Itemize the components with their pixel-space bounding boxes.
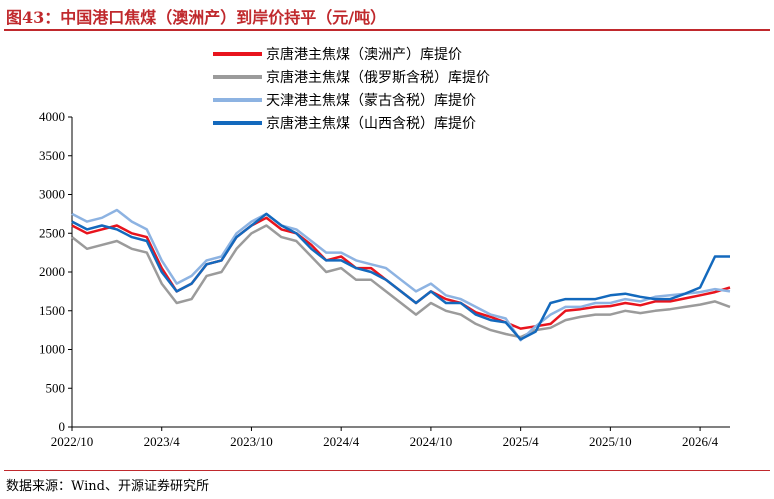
- series-layer: [71, 208, 731, 342]
- line-chart: 0 500 1000 1500 2000 2500 3000 3500 4000 2022/10 2…: [39, 46, 731, 449]
- x-tick-label: 2023/10: [230, 434, 273, 449]
- chart-legend: 京唐港主焦煤（澳洲产）库提价京唐港主焦煤（俄罗斯含税）库提价天津港主焦煤（蒙古含…: [213, 46, 490, 132]
- x-tick-label: 2024/4: [323, 434, 360, 449]
- legend-label-2: 京唐港主焦煤（俄罗斯含税）库提价: [266, 69, 490, 86]
- legend-label-3: 天津港主焦煤（蒙古含税）库提价: [266, 93, 476, 109]
- title-divider: [4, 29, 770, 31]
- y-tick-label: 500: [46, 380, 66, 395]
- y-tick-label: 1000: [39, 342, 65, 357]
- series-line-2: [71, 224, 731, 339]
- x-tick-label: 2022/10: [51, 434, 94, 449]
- legend-label-4: 京唐港主焦煤（山西含税）库提价: [266, 115, 476, 132]
- x-tick-label: 2026/4: [682, 434, 719, 449]
- y-tick-label: 3500: [39, 148, 65, 163]
- y-tick-label: 4000: [39, 109, 65, 124]
- y-tick-label: 2000: [39, 264, 65, 279]
- x-tick-label: 2023/4: [144, 434, 181, 449]
- legend-label-1: 京唐港主焦煤（澳洲产）库提价: [266, 46, 462, 63]
- y-tick-label: 2500: [39, 225, 65, 240]
- figure-title: 图43：中国港口焦煤（澳洲产）到岸价持平（元/吨）: [6, 8, 387, 27]
- y-tick-label: 0: [59, 419, 66, 434]
- x-tick-label: 2024/10: [410, 434, 453, 449]
- x-tick-label: 2025/10: [589, 434, 632, 449]
- chart-axes: 0 500 1000 1500 2000 2500 3000 3500 4000 2022/10 2…: [39, 109, 730, 449]
- series-line-3: [71, 208, 731, 342]
- y-tick-label: 3000: [39, 187, 65, 202]
- x-tick-label: 2025/4: [503, 434, 540, 449]
- footer-divider: [4, 470, 770, 471]
- y-tick-label: 1500: [39, 303, 65, 318]
- series-line-4: [71, 212, 730, 341]
- source-note: 数据来源：Wind、开源证券研究所: [6, 479, 209, 494]
